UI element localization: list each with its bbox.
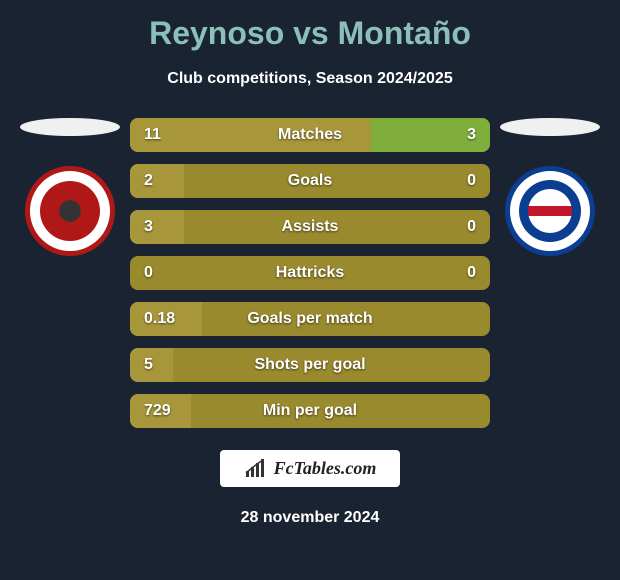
stat-left-value: 0 <box>130 264 200 282</box>
stat-bar: 2Goals0 <box>130 164 490 198</box>
stat-label: Shots per goal <box>200 356 420 374</box>
stat-bar: 0Hattricks0 <box>130 256 490 290</box>
stat-bar: 0.18Goals per match <box>130 302 490 336</box>
stat-label: Assists <box>200 218 420 236</box>
stats-column: 11Matches32Goals03Assists00Hattricks00.1… <box>130 118 490 428</box>
site-name: FcTables.com <box>274 458 377 479</box>
stat-left-value: 2 <box>130 172 200 190</box>
chart-icon <box>244 459 268 479</box>
comparison-area: 11Matches32Goals03Assists00Hattricks00.1… <box>0 118 620 428</box>
stat-left-value: 3 <box>130 218 200 236</box>
stat-label: Matches <box>200 126 420 144</box>
right-player-col <box>490 118 610 256</box>
stat-label: Hattricks <box>200 264 420 282</box>
stat-right-value: 0 <box>420 218 490 236</box>
stat-bar: 729Min per goal <box>130 394 490 428</box>
stat-right-value: 3 <box>420 126 490 144</box>
right-flag-icon <box>500 118 600 136</box>
stat-bar: 11Matches3 <box>130 118 490 152</box>
stat-right-value: 0 <box>420 264 490 282</box>
stat-right-value: 0 <box>420 172 490 190</box>
left-player-col <box>10 118 130 256</box>
footer-date: 28 november 2024 <box>241 509 380 527</box>
stat-left-value: 729 <box>130 402 200 420</box>
stat-label: Goals per match <box>200 310 420 328</box>
stat-left-value: 5 <box>130 356 200 374</box>
stat-bar: 5Shots per goal <box>130 348 490 382</box>
page-title: Reynoso vs Montaño <box>149 15 471 52</box>
left-club-badge-icon <box>25 166 115 256</box>
site-logo[interactable]: FcTables.com <box>220 450 401 487</box>
stat-left-value: 11 <box>130 126 200 144</box>
subtitle: Club competitions, Season 2024/2025 <box>167 70 452 88</box>
left-flag-icon <box>20 118 120 136</box>
stat-label: Min per goal <box>200 402 420 420</box>
stat-bar: 3Assists0 <box>130 210 490 244</box>
stat-label: Goals <box>200 172 420 190</box>
right-club-badge-icon <box>505 166 595 256</box>
stat-left-value: 0.18 <box>130 310 200 328</box>
